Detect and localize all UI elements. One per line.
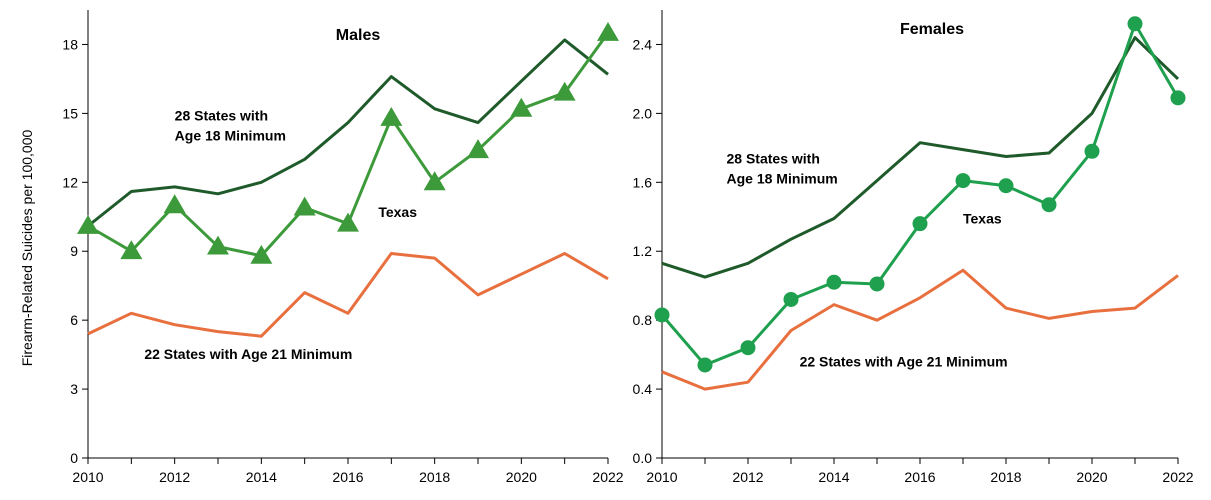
series-label-texas: Texas <box>378 204 417 220</box>
data-point-texas <box>250 244 273 264</box>
y-tick-label: 2.0 <box>633 105 653 121</box>
data-point-texas <box>510 97 533 117</box>
y-tick-label: 2.4 <box>633 36 653 52</box>
data-point-texas <box>423 171 446 191</box>
y-tick-label: 0.4 <box>633 381 653 397</box>
x-tick-label: 2022 <box>1162 469 1193 485</box>
data-point-texas <box>120 240 143 260</box>
series-label-22-states-with-age-21-minimum: 22 States with Age 21 Minimum <box>800 354 1008 370</box>
data-point-texas <box>869 276 885 292</box>
data-point-texas <box>1170 90 1186 106</box>
data-point-texas <box>467 139 489 159</box>
series-layer <box>77 21 619 338</box>
x-tick-label: 2014 <box>246 469 277 485</box>
series-line-22-states-with-age-21-minimum <box>661 268 1179 391</box>
data-point-texas <box>163 194 186 214</box>
data-point-texas <box>597 21 619 41</box>
chart-males: Males 0 3 6 9 12 15 18 2010 2012 2014 2016 2018 2020… <box>62 10 624 485</box>
y-tick-label: 1.2 <box>633 243 653 259</box>
data-point-texas <box>1084 143 1100 159</box>
annotation-layer: 28 States with Age 18 Minimum Texas 22 Stat… <box>144 107 417 362</box>
x-tick-label: 2020 <box>1076 469 1107 485</box>
x-tick-label: 2012 <box>732 469 763 485</box>
x-tick-label: 2016 <box>332 469 363 485</box>
data-point-texas <box>380 106 403 126</box>
y-tick-label: 3 <box>70 381 78 397</box>
series-label-28-states-with-age-18-minimum: 28 States with Age 18 Minimum <box>175 107 286 143</box>
data-point-texas <box>783 291 799 307</box>
data-point-texas <box>553 81 576 101</box>
y-tick-label: 12 <box>62 174 78 190</box>
series-line-28-states-with-age-18-minimum <box>661 36 1180 279</box>
x-tick-label: 2020 <box>506 469 537 485</box>
data-point-texas <box>1127 16 1143 32</box>
data-point-texas <box>955 173 971 189</box>
y-tick-label: 1.6 <box>633 174 653 190</box>
series-line-22-states-with-age-21-minimum <box>87 252 609 338</box>
series-label-22-states-with-age-21-minimum: 22 States with Age 21 Minimum <box>144 346 352 362</box>
axes: 0.0 0.4 0.8 1.2 1.6 2.0 2.4 2010 2012 2014 2016 201… <box>633 10 1194 485</box>
data-point-texas <box>998 178 1014 194</box>
data-point-texas <box>337 212 359 232</box>
y-axis-label: Firearm-Related Suicides per 100,000 <box>19 130 35 367</box>
y-tick-label: 15 <box>62 105 78 121</box>
series-label-texas: Texas <box>963 211 1002 227</box>
chart-title: Females <box>900 21 964 38</box>
series-label-28-states-with-age-18-minimum: 28 States with Age 18 Minimum <box>727 150 838 186</box>
y-tick-label: 18 <box>62 36 78 52</box>
x-tick-label: 2016 <box>904 469 935 485</box>
axes: 0 3 6 9 12 15 18 2010 2012 2014 2016 2018 2020 2022 <box>62 10 624 485</box>
y-tick-label: 0.8 <box>633 312 653 328</box>
data-point-texas <box>912 216 928 232</box>
series-line-28-states-with-age-18-minimum <box>87 38 609 228</box>
y-tick-label: 0.0 <box>633 450 653 466</box>
x-tick-label: 2010 <box>72 469 103 485</box>
data-point-texas <box>1041 197 1057 213</box>
series-line-texas <box>660 22 1180 367</box>
x-tick-label: 2018 <box>419 469 450 485</box>
x-tick-label: 2018 <box>990 469 1021 485</box>
x-tick-label: 2012 <box>159 469 190 485</box>
y-tick-label: 6 <box>70 312 78 328</box>
data-point-texas <box>293 196 316 216</box>
x-tick-label: 2022 <box>592 469 623 485</box>
y-tick-label: 9 <box>70 243 78 259</box>
x-tick-label: 2014 <box>818 469 849 485</box>
x-tick-label: 2010 <box>646 469 677 485</box>
data-point-texas <box>207 235 229 255</box>
data-point-texas <box>697 357 713 373</box>
annotation-layer: 28 States with Age 18 Minimum Texas 22 Stat… <box>727 150 1008 369</box>
data-point-texas <box>826 274 842 290</box>
data-point-texas <box>77 214 99 234</box>
y-tick-label: 0 <box>70 450 78 466</box>
chart-title: Males <box>336 27 381 44</box>
data-point-texas <box>740 340 756 356</box>
data-point-texas <box>654 307 670 323</box>
series-layer <box>654 16 1186 391</box>
chart-females: Females 0.0 0.4 0.8 1.2 1.6 2.0 2.4 2010 2012 201… <box>633 10 1194 485</box>
